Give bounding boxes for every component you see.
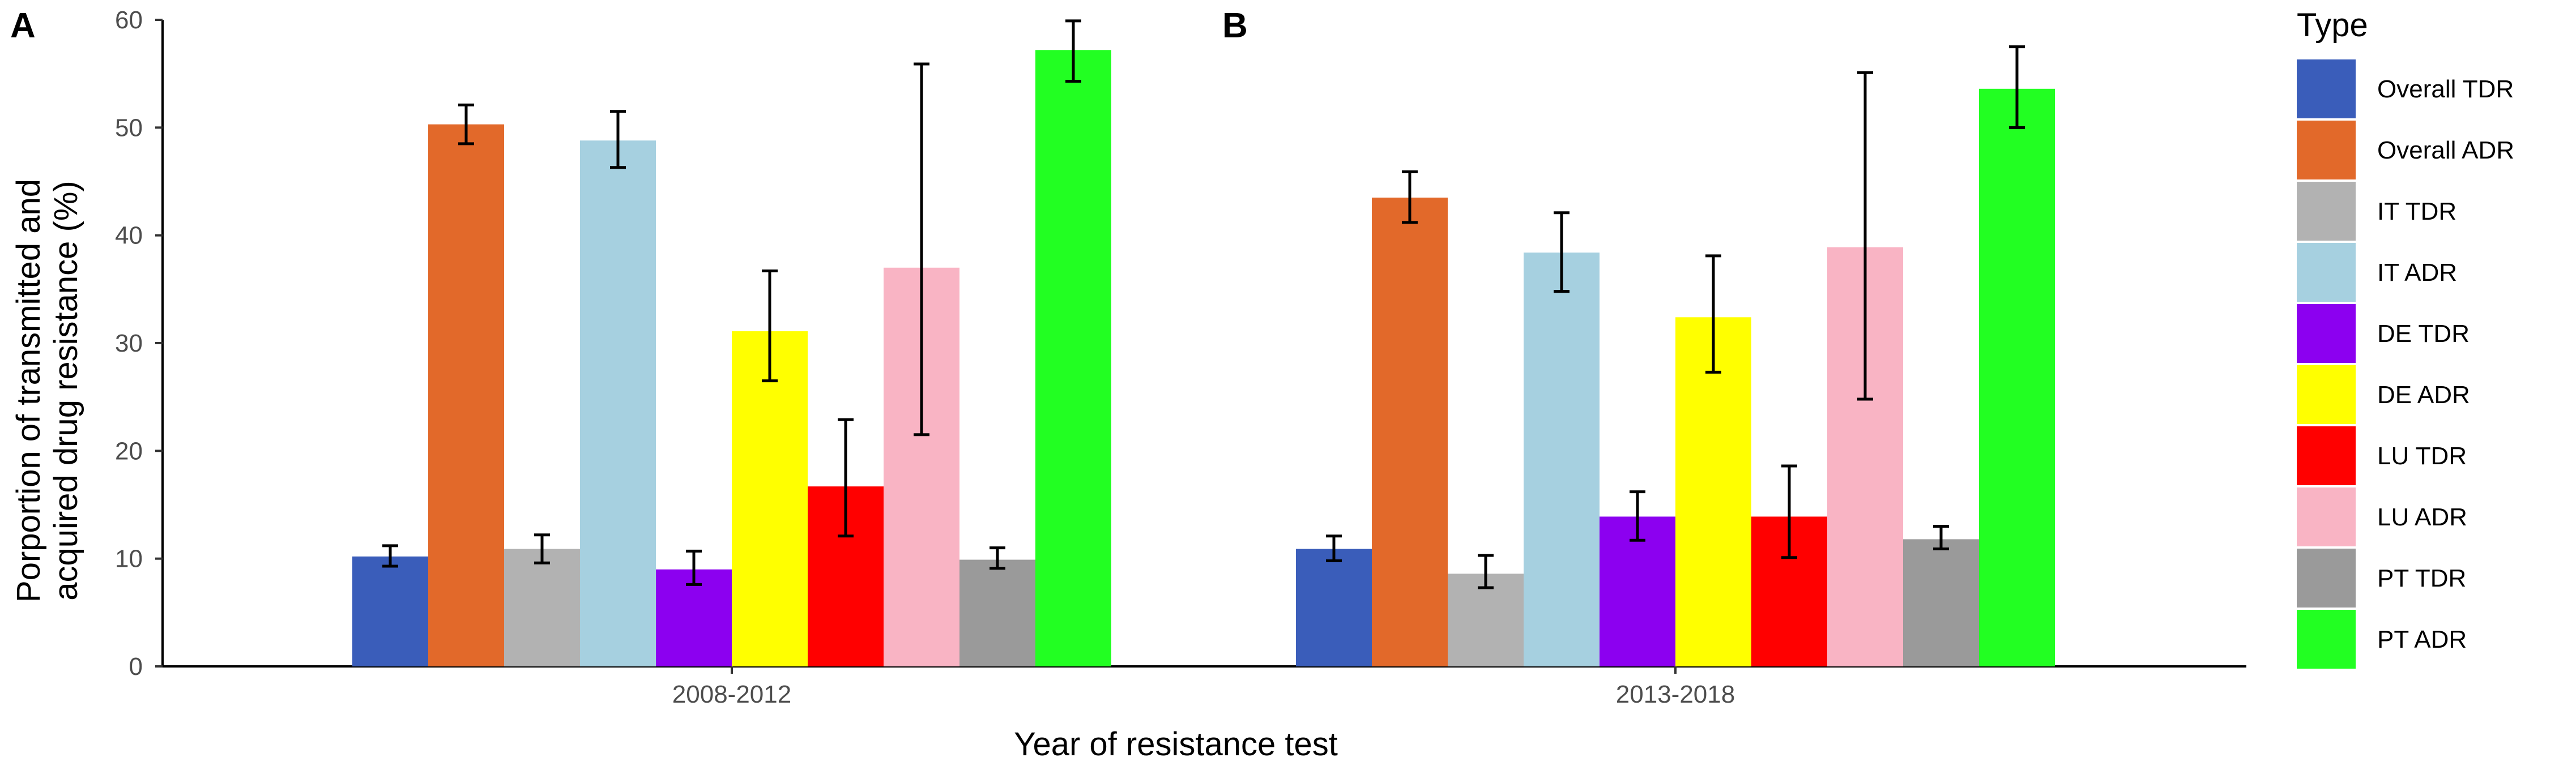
legend-swatch [2297, 487, 2356, 546]
legend-label: PT ADR [2377, 626, 2467, 653]
legend-swatch [2297, 610, 2356, 669]
x-axis-ticks: 2008-2012 2013-2018 [672, 666, 1735, 708]
bar-pt-adr-2013-2018 [1979, 88, 2055, 666]
y-tick-label: 50 [115, 114, 143, 142]
bar-pt-tdr-2008-2012 [959, 559, 1035, 666]
error-bar-overall-adr-2013-2018 [1402, 170, 1418, 224]
bars-group [352, 50, 2055, 666]
legend-label: Overall ADR [2377, 136, 2514, 164]
panel-label-a: A [10, 6, 36, 45]
legend-label: LU TDR [2377, 442, 2467, 470]
bar-it-tdr-2013-2018 [1448, 574, 1524, 666]
x-tick-label: 2008-2012 [672, 681, 791, 708]
y-tick-label: 20 [115, 437, 143, 465]
legend-label: LU ADR [2377, 503, 2467, 531]
error-bar-overall-tdr-2013-2018 [1326, 534, 1342, 562]
y-tick-label: 0 [129, 653, 143, 681]
bar-it-adr-2008-2012 [580, 140, 656, 666]
y-tick-label: 60 [115, 6, 143, 34]
error-bar-it-tdr-2013-2018 [1478, 554, 1494, 589]
bar-de-adr-2013-2018 [1675, 317, 1751, 666]
legend-swatch [2297, 549, 2356, 608]
legend-swatch [2297, 365, 2356, 424]
legend-swatch [2297, 182, 2356, 241]
legend-label: Overall TDR [2377, 75, 2514, 103]
error-bar-it-adr-2013-2018 [1554, 211, 1570, 293]
error-bar-pt-tdr-2013-2018 [1933, 525, 1949, 551]
legend-swatch [2297, 243, 2356, 302]
x-tick-label: 2013-2018 [1616, 681, 1735, 708]
legend-swatch [2297, 426, 2356, 485]
legend-title: Type [2297, 7, 2368, 44]
error-bars-group [382, 19, 2025, 589]
y-tick-label: 10 [115, 545, 143, 573]
error-bar-overall-tdr-2008-2012 [382, 544, 398, 568]
legend: Overall TDR Overall ADR IT TDR IT ADR DE TDR… [2297, 59, 2514, 669]
error-bar-de-tdr-2013-2018 [1630, 490, 1645, 542]
bar-overall-tdr-2008-2012 [352, 556, 428, 666]
bar-de-adr-2008-2012 [732, 331, 808, 666]
error-bar-lu-tdr-2013-2018 [1781, 464, 1797, 559]
bar-overall-tdr-2013-2018 [1296, 549, 1372, 666]
legend-label: DE TDR [2377, 320, 2470, 348]
y-tick-label: 30 [115, 330, 143, 357]
panel-label-b: B [1222, 6, 1248, 45]
error-bar-pt-adr-2008-2012 [1065, 19, 1081, 83]
legend-swatch [2297, 121, 2356, 179]
legend-label: IT TDR [2377, 198, 2456, 225]
x-axis-title: Year of resistance test [1014, 726, 1338, 763]
bar-pt-tdr-2013-2018 [1903, 539, 1979, 666]
y-tick-label: 40 [115, 222, 143, 250]
legend-swatch [2297, 304, 2356, 363]
legend-swatch [2297, 59, 2356, 118]
error-bar-de-adr-2013-2018 [1705, 254, 1721, 374]
error-bar-lu-adr-2008-2012 [914, 62, 929, 437]
error-bar-pt-tdr-2008-2012 [990, 546, 1005, 570]
bar-overall-adr-2008-2012 [428, 124, 504, 666]
bar-it-tdr-2008-2012 [504, 549, 580, 666]
error-bar-it-tdr-2008-2012 [534, 533, 550, 564]
error-bar-pt-adr-2013-2018 [2009, 45, 2025, 129]
bar-it-adr-2013-2018 [1524, 253, 1600, 666]
error-bar-de-tdr-2008-2012 [686, 549, 702, 586]
legend-label: DE ADR [2377, 381, 2470, 409]
legend-label: IT ADR [2377, 259, 2457, 286]
error-bar-it-adr-2008-2012 [610, 110, 626, 169]
bar-pt-adr-2008-2012 [1035, 50, 1111, 666]
error-bar-lu-tdr-2008-2012 [838, 418, 854, 538]
error-bar-overall-adr-2008-2012 [458, 103, 474, 146]
error-bar-de-adr-2008-2012 [762, 269, 778, 383]
error-bar-lu-adr-2013-2018 [1857, 71, 1873, 401]
bar-overall-adr-2013-2018 [1372, 198, 1448, 666]
legend-label: PT TDR [2377, 564, 2466, 592]
y-axis-title-line-1: Porportion of transmitted and [10, 179, 47, 602]
y-axis-title-line-2: acquired drug resistance (%) [48, 181, 84, 600]
y-axis-ticks: 0 10 20 30 40 50 60 [115, 6, 163, 681]
